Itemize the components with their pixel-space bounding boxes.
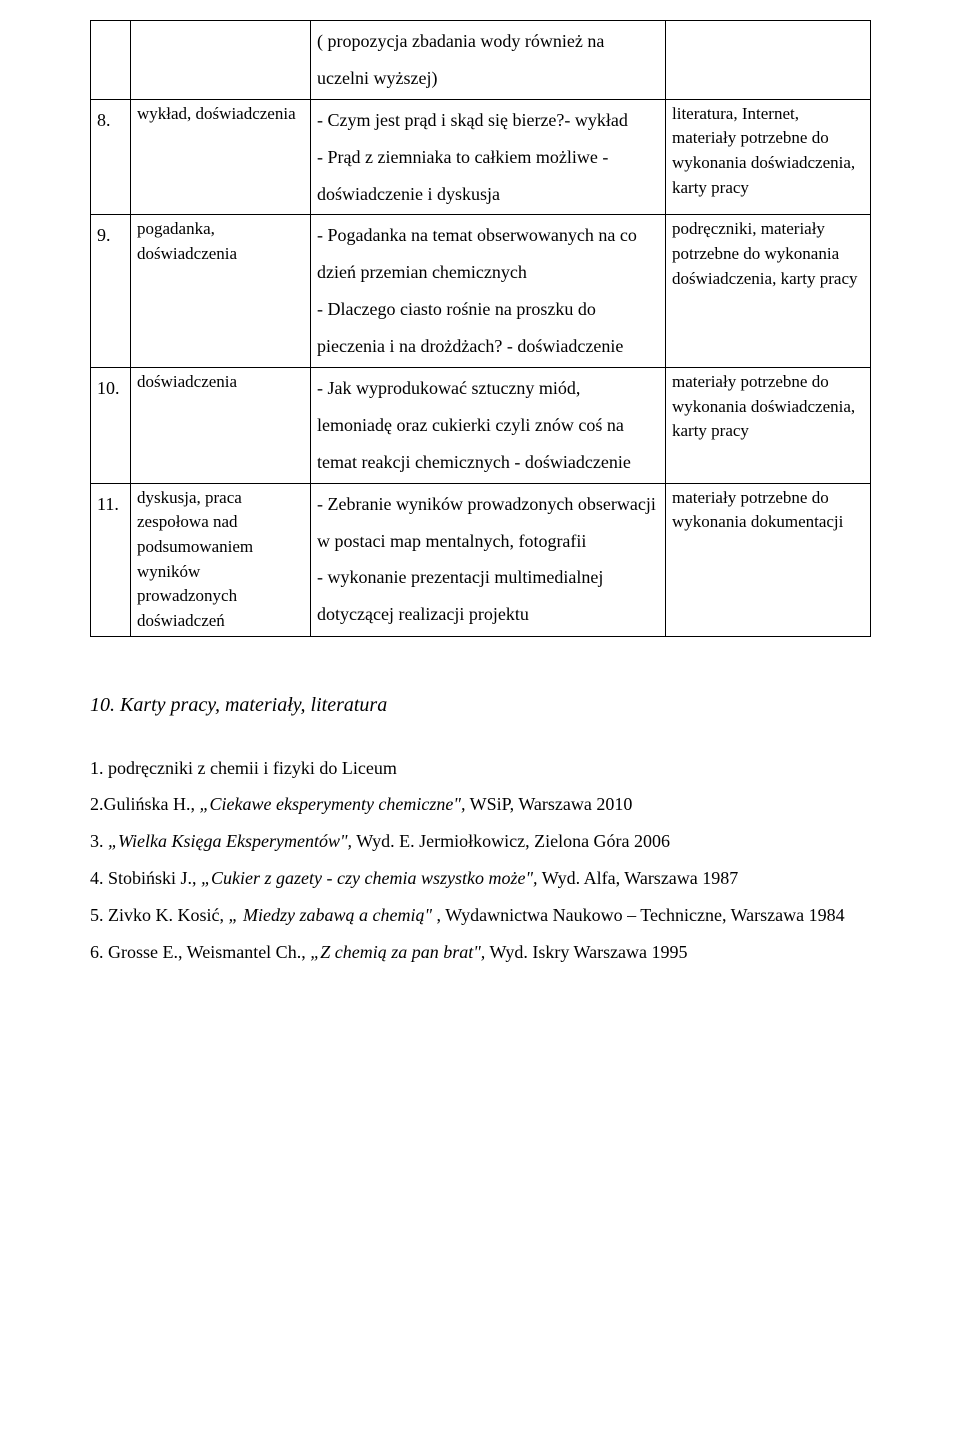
row-col4: podręczniki, materiały potrzebne do wyko… bbox=[666, 215, 871, 368]
row-number: 9. bbox=[91, 215, 131, 368]
biblio-suffix: WSiP, Warszawa 2010 bbox=[465, 794, 632, 814]
row-number: 8. bbox=[91, 99, 131, 215]
biblio-suffix: Wyd. Alfa, Warszawa 1987 bbox=[538, 868, 739, 888]
biblio-prefix: 5. Zivko K. Kosić, bbox=[90, 905, 229, 925]
row-col3: - Pogadanka na temat obserwowanych na co… bbox=[311, 215, 666, 368]
row-col4 bbox=[666, 21, 871, 100]
row-col3: - Zebranie wyników prowadzonych obserwac… bbox=[311, 483, 666, 636]
row-col3: ( propozycja zbadania wody również na uc… bbox=[311, 21, 666, 100]
biblio-item: 5. Zivko K. Kosić, „ Miedzy zabawą a che… bbox=[90, 897, 870, 934]
row-col2: pogadanka, doświadczenia bbox=[131, 215, 311, 368]
row-number bbox=[91, 21, 131, 100]
table-row: 11. dyskusja, praca zespołowa nad podsum… bbox=[91, 483, 871, 636]
biblio-suffix: , Wydawnictwa Naukowo – Techniczne, Wars… bbox=[432, 905, 845, 925]
row-col4: materiały potrzebne do wykonania doświad… bbox=[666, 368, 871, 484]
row-col4: materiały potrzebne do wykonania dokumen… bbox=[666, 483, 871, 636]
biblio-title: „Ciekawe eksperymenty chemiczne", bbox=[200, 794, 466, 814]
biblio-item: 4. Stobiński J., „Cukier z gazety - czy … bbox=[90, 860, 870, 897]
row-col3: - Czym jest prąd i skąd się bierze?- wyk… bbox=[311, 99, 666, 215]
biblio-prefix: 2.Gulińska H., bbox=[90, 794, 200, 814]
table-row: 10. doświadczenia - Jak wyprodukować szt… bbox=[91, 368, 871, 484]
biblio-item: 2.Gulińska H., „Ciekawe eksperymenty che… bbox=[90, 786, 870, 823]
biblio-suffix: Wyd. Iskry Warszawa 1995 bbox=[485, 942, 687, 962]
bibliography: 1. podręczniki z chemii i fizyki do Lice… bbox=[90, 750, 870, 971]
row-number: 10. bbox=[91, 368, 131, 484]
table-row: 8. wykład, doświadczenia - Czym jest prą… bbox=[91, 99, 871, 215]
row-col2: doświadczenia bbox=[131, 368, 311, 484]
biblio-item: 3. „Wielka Księga Eksperymentów", Wyd. E… bbox=[90, 823, 870, 860]
document-page: ( propozycja zbadania wody również na uc… bbox=[0, 0, 960, 1448]
biblio-suffix: Wyd. E. Jermiołkowicz, Zielona Góra 2006 bbox=[352, 831, 670, 851]
row-number: 11. bbox=[91, 483, 131, 636]
row-col2: wykład, doświadczenia bbox=[131, 99, 311, 215]
biblio-prefix: 3. bbox=[90, 831, 108, 851]
row-col2: dyskusja, praca zespołowa nad podsumowan… bbox=[131, 483, 311, 636]
section-heading: 10. Karty pracy, materiały, literatura bbox=[90, 685, 870, 726]
row-col3: - Jak wyprodukować sztuczny miód, lemoni… bbox=[311, 368, 666, 484]
biblio-title: „ Miedzy zabawą a chemią" bbox=[229, 905, 433, 925]
biblio-prefix: 6. Grosse E., Weismantel Ch., bbox=[90, 942, 310, 962]
biblio-prefix: 4. Stobiński J., bbox=[90, 868, 201, 888]
table-row: ( propozycja zbadania wody również na uc… bbox=[91, 21, 871, 100]
content-table: ( propozycja zbadania wody również na uc… bbox=[90, 20, 871, 637]
biblio-item: 1. podręczniki z chemii i fizyki do Lice… bbox=[90, 750, 870, 787]
row-col4: literatura, Internet, materiały potrzebn… bbox=[666, 99, 871, 215]
row-col2 bbox=[131, 21, 311, 100]
table-row: 9. pogadanka, doświadczenia - Pogadanka … bbox=[91, 215, 871, 368]
biblio-title: „Cukier z gazety - czy chemia wszystko m… bbox=[201, 868, 538, 888]
biblio-title: „Wielka Księga Eksperymentów", bbox=[108, 831, 352, 851]
biblio-title: „Z chemią za pan brat", bbox=[310, 942, 485, 962]
biblio-item: 6. Grosse E., Weismantel Ch., „Z chemią … bbox=[90, 934, 870, 971]
